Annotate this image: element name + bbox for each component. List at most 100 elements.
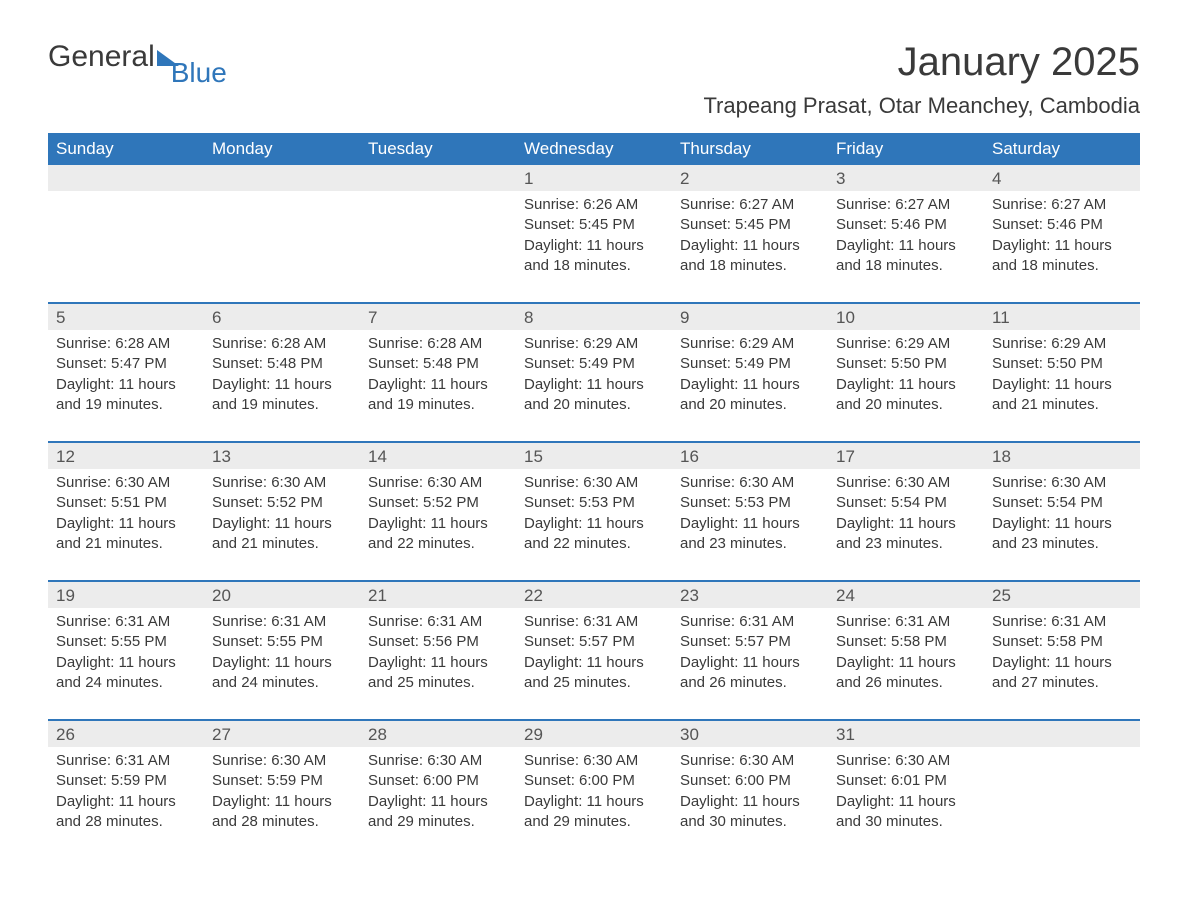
sunset-text: Sunset: 5:59 PM	[56, 771, 196, 791]
weekday-header: Monday	[204, 133, 360, 165]
daylight-text: Daylight: 11 hours and 27 minutes.	[992, 653, 1132, 694]
day-number-cell: 16	[672, 442, 828, 469]
day-number-cell: 6	[204, 303, 360, 330]
sunset-text: Sunset: 5:58 PM	[836, 632, 976, 652]
daylight-text: Daylight: 11 hours and 26 minutes.	[680, 653, 820, 694]
daylight-text: Daylight: 11 hours and 22 minutes.	[524, 514, 664, 555]
day-number-cell: 20	[204, 581, 360, 608]
calendar-table: Sunday Monday Tuesday Wednesday Thursday…	[48, 133, 1140, 858]
daylight-text: Daylight: 11 hours and 19 minutes.	[368, 375, 508, 416]
daylight-text: Daylight: 11 hours and 22 minutes.	[368, 514, 508, 555]
sunset-text: Sunset: 5:45 PM	[680, 215, 820, 235]
sunrise-text: Sunrise: 6:31 AM	[836, 612, 976, 632]
daylight-text: Daylight: 11 hours and 23 minutes.	[836, 514, 976, 555]
day-detail-cell	[204, 191, 360, 303]
day-detail-cell: Sunrise: 6:28 AMSunset: 5:48 PMDaylight:…	[360, 330, 516, 442]
week-daynum-row: 567891011	[48, 303, 1140, 330]
daylight-text: Daylight: 11 hours and 21 minutes.	[992, 375, 1132, 416]
sunrise-text: Sunrise: 6:30 AM	[56, 473, 196, 493]
daylight-text: Daylight: 11 hours and 21 minutes.	[212, 514, 352, 555]
sunset-text: Sunset: 6:00 PM	[680, 771, 820, 791]
daylight-text: Daylight: 11 hours and 18 minutes.	[992, 236, 1132, 277]
day-detail-cell: Sunrise: 6:31 AMSunset: 5:56 PMDaylight:…	[360, 608, 516, 720]
day-number-cell: 7	[360, 303, 516, 330]
sunrise-text: Sunrise: 6:29 AM	[680, 334, 820, 354]
daylight-text: Daylight: 11 hours and 25 minutes.	[524, 653, 664, 694]
sunrise-text: Sunrise: 6:31 AM	[56, 751, 196, 771]
day-number-cell: 25	[984, 581, 1140, 608]
month-title: January 2025	[703, 40, 1140, 85]
day-number-cell	[204, 165, 360, 191]
daylight-text: Daylight: 11 hours and 29 minutes.	[368, 792, 508, 833]
day-detail-cell: Sunrise: 6:30 AMSunset: 6:01 PMDaylight:…	[828, 747, 984, 858]
day-detail-cell: Sunrise: 6:31 AMSunset: 5:55 PMDaylight:…	[48, 608, 204, 720]
sunset-text: Sunset: 6:00 PM	[524, 771, 664, 791]
day-number-cell: 26	[48, 720, 204, 747]
daylight-text: Daylight: 11 hours and 24 minutes.	[56, 653, 196, 694]
week-daynum-row: 12131415161718	[48, 442, 1140, 469]
day-number-cell: 8	[516, 303, 672, 330]
sunrise-text: Sunrise: 6:30 AM	[836, 473, 976, 493]
sunset-text: Sunset: 6:01 PM	[836, 771, 976, 791]
sunrise-text: Sunrise: 6:29 AM	[524, 334, 664, 354]
day-detail-cell: Sunrise: 6:31 AMSunset: 5:57 PMDaylight:…	[672, 608, 828, 720]
day-number-cell: 30	[672, 720, 828, 747]
day-detail-cell: Sunrise: 6:30 AMSunset: 5:52 PMDaylight:…	[204, 469, 360, 581]
sunrise-text: Sunrise: 6:30 AM	[992, 473, 1132, 493]
daylight-text: Daylight: 11 hours and 29 minutes.	[524, 792, 664, 833]
weekday-header: Tuesday	[360, 133, 516, 165]
day-detail-cell: Sunrise: 6:29 AMSunset: 5:49 PMDaylight:…	[516, 330, 672, 442]
day-detail-cell: Sunrise: 6:29 AMSunset: 5:50 PMDaylight:…	[984, 330, 1140, 442]
day-detail-cell: Sunrise: 6:30 AMSunset: 6:00 PMDaylight:…	[672, 747, 828, 858]
sunrise-text: Sunrise: 6:30 AM	[836, 751, 976, 771]
daylight-text: Daylight: 11 hours and 30 minutes.	[836, 792, 976, 833]
day-number-cell: 4	[984, 165, 1140, 191]
sunrise-text: Sunrise: 6:28 AM	[56, 334, 196, 354]
sunset-text: Sunset: 5:46 PM	[992, 215, 1132, 235]
day-number-cell: 23	[672, 581, 828, 608]
sunset-text: Sunset: 5:49 PM	[680, 354, 820, 374]
sunrise-text: Sunrise: 6:26 AM	[524, 195, 664, 215]
sunset-text: Sunset: 5:52 PM	[212, 493, 352, 513]
sunrise-text: Sunrise: 6:28 AM	[212, 334, 352, 354]
daylight-text: Daylight: 11 hours and 25 minutes.	[368, 653, 508, 694]
title-block: January 2025 Trapeang Prasat, Otar Meanc…	[703, 40, 1140, 119]
week-daynum-row: 262728293031	[48, 720, 1140, 747]
location-subtitle: Trapeang Prasat, Otar Meanchey, Cambodia	[703, 93, 1140, 119]
day-number-cell: 3	[828, 165, 984, 191]
day-number-cell	[360, 165, 516, 191]
sunset-text: Sunset: 5:45 PM	[524, 215, 664, 235]
weekday-header-row: Sunday Monday Tuesday Wednesday Thursday…	[48, 133, 1140, 165]
day-number-cell: 1	[516, 165, 672, 191]
sunrise-text: Sunrise: 6:31 AM	[992, 612, 1132, 632]
logo: General Blue	[48, 40, 227, 74]
weekday-header: Friday	[828, 133, 984, 165]
sunrise-text: Sunrise: 6:30 AM	[524, 751, 664, 771]
day-number-cell: 31	[828, 720, 984, 747]
logo-word2: Blue	[171, 57, 227, 89]
day-number-cell: 24	[828, 581, 984, 608]
day-number-cell: 10	[828, 303, 984, 330]
day-detail-cell: Sunrise: 6:31 AMSunset: 5:58 PMDaylight:…	[984, 608, 1140, 720]
sunset-text: Sunset: 5:48 PM	[368, 354, 508, 374]
daylight-text: Daylight: 11 hours and 19 minutes.	[212, 375, 352, 416]
daylight-text: Daylight: 11 hours and 24 minutes.	[212, 653, 352, 694]
day-number-cell: 14	[360, 442, 516, 469]
sunrise-text: Sunrise: 6:31 AM	[524, 612, 664, 632]
day-detail-cell: Sunrise: 6:27 AMSunset: 5:45 PMDaylight:…	[672, 191, 828, 303]
sunset-text: Sunset: 5:56 PM	[368, 632, 508, 652]
sunset-text: Sunset: 5:46 PM	[836, 215, 976, 235]
day-detail-cell: Sunrise: 6:31 AMSunset: 5:57 PMDaylight:…	[516, 608, 672, 720]
day-detail-cell: Sunrise: 6:31 AMSunset: 5:58 PMDaylight:…	[828, 608, 984, 720]
daylight-text: Daylight: 11 hours and 23 minutes.	[680, 514, 820, 555]
daylight-text: Daylight: 11 hours and 19 minutes.	[56, 375, 196, 416]
day-detail-cell: Sunrise: 6:30 AMSunset: 5:54 PMDaylight:…	[984, 469, 1140, 581]
day-number-cell: 18	[984, 442, 1140, 469]
sunrise-text: Sunrise: 6:31 AM	[368, 612, 508, 632]
sunset-text: Sunset: 5:55 PM	[212, 632, 352, 652]
sunset-text: Sunset: 5:57 PM	[524, 632, 664, 652]
day-detail-cell: Sunrise: 6:30 AMSunset: 5:53 PMDaylight:…	[516, 469, 672, 581]
day-detail-cell: Sunrise: 6:30 AMSunset: 6:00 PMDaylight:…	[516, 747, 672, 858]
week-daynum-row: 1234	[48, 165, 1140, 191]
day-detail-cell: Sunrise: 6:31 AMSunset: 5:55 PMDaylight:…	[204, 608, 360, 720]
